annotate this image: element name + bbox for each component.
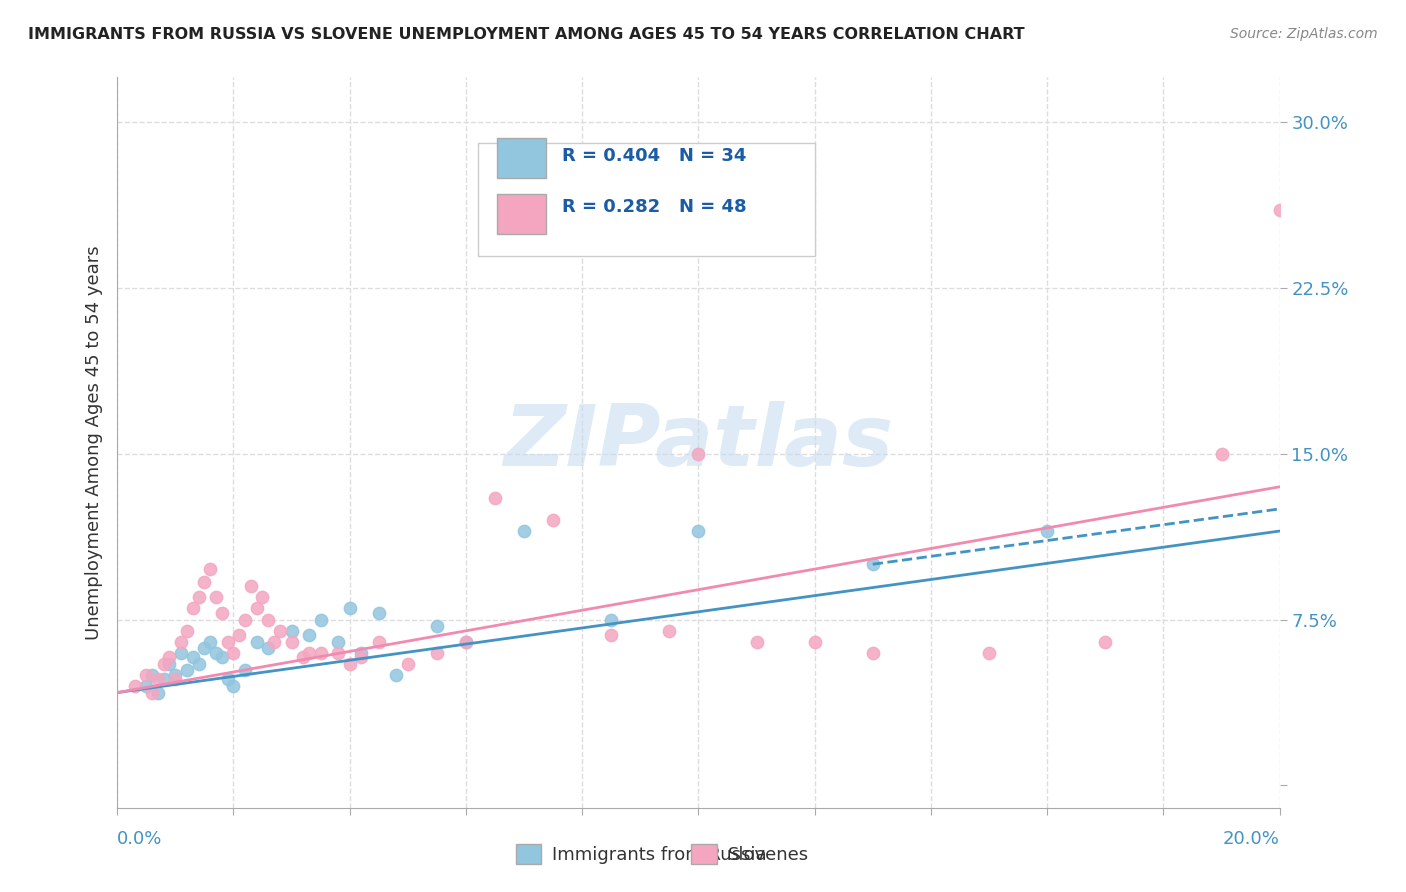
Point [339, 601, 361, 615]
Point [350, 646, 373, 660]
Text: Slovenes: Slovenes [728, 846, 808, 863]
Point [152, 673, 174, 687]
Point [298, 646, 321, 660]
Point [141, 685, 163, 699]
FancyBboxPatch shape [498, 138, 546, 178]
Point [246, 601, 269, 615]
Point [187, 591, 209, 605]
Point [159, 650, 181, 665]
Point [658, 624, 681, 638]
Point [426, 646, 449, 660]
Point [396, 657, 419, 671]
Point [367, 634, 389, 648]
Point [233, 613, 256, 627]
Point [745, 634, 768, 648]
Point [263, 634, 285, 648]
Point [187, 657, 209, 671]
Point [257, 641, 280, 656]
Point [193, 641, 215, 656]
Point [513, 524, 536, 538]
Point [688, 447, 710, 461]
Point [367, 606, 389, 620]
Point [217, 634, 239, 648]
Point [1036, 524, 1059, 538]
Text: Immigrants from Russia: Immigrants from Russia [553, 846, 766, 863]
Point [228, 628, 250, 642]
Point [211, 650, 233, 665]
Point [309, 646, 332, 660]
Point [170, 646, 193, 660]
Point [181, 601, 204, 615]
Point [862, 558, 884, 572]
Point [326, 646, 349, 660]
Point [298, 628, 321, 642]
Point [246, 634, 269, 648]
Text: 0.0%: 0.0% [117, 830, 163, 848]
Point [176, 664, 198, 678]
Point [165, 668, 187, 682]
Point [257, 613, 280, 627]
Text: R = 0.404   N = 34: R = 0.404 N = 34 [562, 146, 747, 164]
Point [977, 646, 1000, 660]
Point [239, 579, 262, 593]
Point [269, 624, 291, 638]
Point [170, 634, 193, 648]
Point [233, 664, 256, 678]
Point [1211, 447, 1233, 461]
Point [1094, 634, 1116, 648]
FancyBboxPatch shape [498, 194, 546, 235]
Text: ZIPatlas: ZIPatlas [503, 401, 894, 484]
Point [600, 628, 623, 642]
Point [426, 619, 449, 633]
Point [222, 679, 245, 693]
Text: 20.0%: 20.0% [1223, 830, 1279, 848]
Point [222, 646, 245, 660]
Point [309, 613, 332, 627]
Point [152, 657, 174, 671]
Point [350, 650, 373, 665]
Point [198, 634, 221, 648]
Point [280, 624, 302, 638]
Point [326, 634, 349, 648]
Point [141, 668, 163, 682]
Point [165, 673, 187, 687]
Point [280, 634, 302, 648]
Text: R = 0.282   N = 48: R = 0.282 N = 48 [562, 198, 747, 217]
Point [205, 646, 228, 660]
FancyBboxPatch shape [478, 143, 814, 256]
Text: Source: ZipAtlas.com: Source: ZipAtlas.com [1230, 27, 1378, 41]
Point [146, 685, 169, 699]
Point [541, 513, 564, 527]
Point [217, 673, 239, 687]
Point [135, 679, 157, 693]
Point [454, 634, 477, 648]
Point [193, 574, 215, 589]
Point [198, 561, 221, 575]
Point [803, 634, 825, 648]
Point [146, 673, 169, 687]
Point [484, 491, 506, 505]
Point [688, 524, 710, 538]
Point [205, 591, 228, 605]
Point [252, 591, 274, 605]
Point [176, 624, 198, 638]
Point [159, 657, 181, 671]
Point [135, 668, 157, 682]
Point [124, 679, 146, 693]
Point [1268, 203, 1291, 218]
Point [454, 634, 477, 648]
Y-axis label: Unemployment Among Ages 45 to 54 years: Unemployment Among Ages 45 to 54 years [86, 245, 103, 640]
Point [339, 657, 361, 671]
Point [385, 668, 408, 682]
Point [211, 606, 233, 620]
Point [600, 613, 623, 627]
Text: IMMIGRANTS FROM RUSSIA VS SLOVENE UNEMPLOYMENT AMONG AGES 45 TO 54 YEARS CORRELA: IMMIGRANTS FROM RUSSIA VS SLOVENE UNEMPL… [28, 27, 1025, 42]
Point [292, 650, 315, 665]
Point [181, 650, 204, 665]
Point [862, 646, 884, 660]
